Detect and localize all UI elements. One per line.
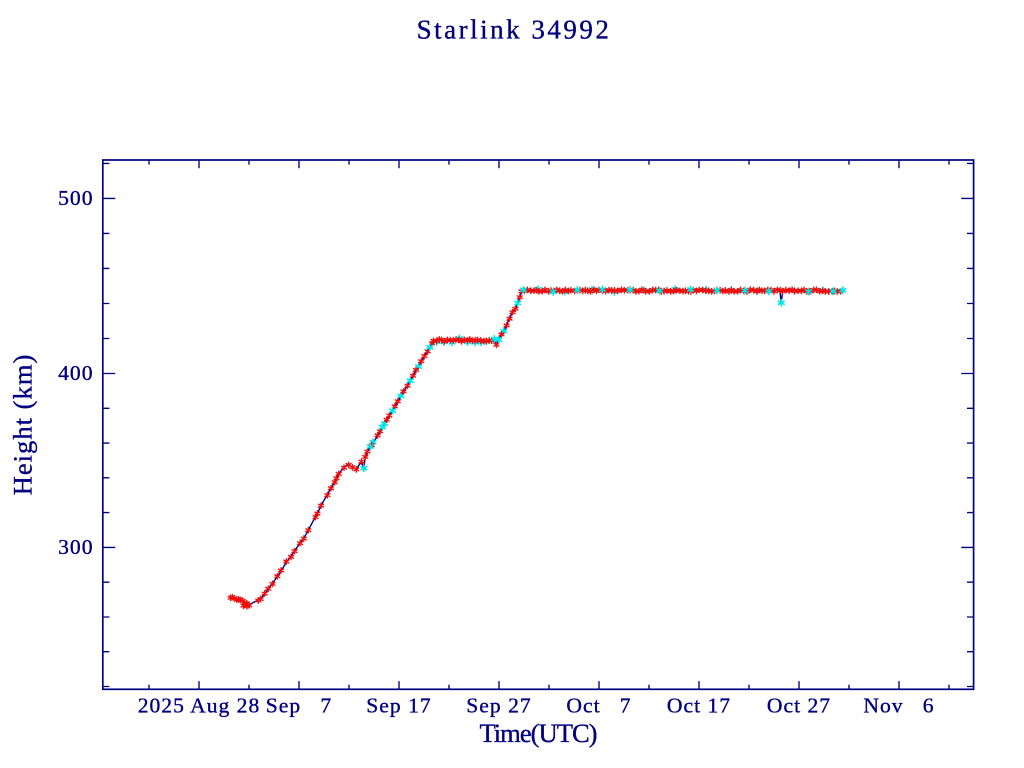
svg-text:Sep 7: Sep 7 (266, 694, 332, 718)
svg-text:Nov 6: Nov 6 (863, 694, 934, 718)
svg-text:2025 Aug 28: 2025 Aug 28 (138, 694, 261, 718)
svg-text:500: 500 (58, 186, 93, 210)
svg-text:Time(UTC): Time(UTC) (479, 718, 596, 748)
svg-text:Oct 17: Oct 17 (667, 694, 731, 718)
svg-text:400: 400 (58, 361, 93, 385)
svg-text:Oct 7: Oct 7 (566, 694, 631, 718)
svg-text:Sep 17: Sep 17 (366, 694, 431, 718)
svg-text:Height (km): Height (km) (8, 354, 38, 496)
svg-text:Sep 27: Sep 27 (466, 694, 531, 718)
svg-text:Starlink 34992: Starlink 34992 (417, 15, 612, 45)
svg-text:300: 300 (58, 535, 93, 559)
svg-text:Oct 27: Oct 27 (767, 694, 831, 718)
